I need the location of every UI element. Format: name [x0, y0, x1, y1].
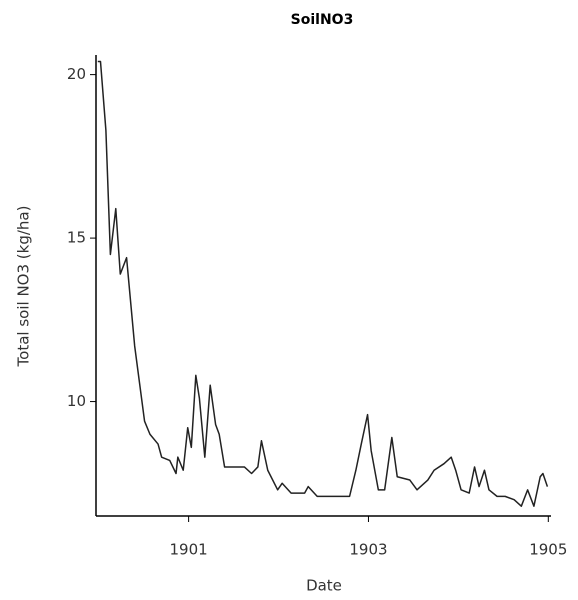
y-tick-label: 20	[67, 65, 86, 83]
x-tick-label: 1903	[349, 541, 387, 559]
y-tick-label: 10	[67, 392, 86, 410]
x-tick-label: 1905	[529, 541, 567, 559]
y-tick-label: 15	[67, 229, 86, 247]
chart-title: SoilNO3	[291, 12, 354, 28]
x-tick-label: 1901	[170, 541, 208, 559]
y-axis-label: Total soil NO3 (kg/ha)	[15, 206, 33, 368]
x-axis-label: Date	[306, 577, 342, 595]
data-line	[97, 60, 549, 507]
